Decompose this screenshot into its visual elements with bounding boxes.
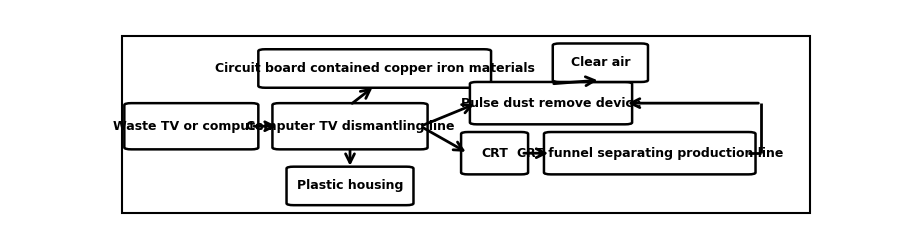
Text: Computer TV dismantling line: Computer TV dismantling line [246,120,454,133]
FancyBboxPatch shape [461,132,528,174]
Text: Pulse dust remove device: Pulse dust remove device [460,97,642,110]
FancyBboxPatch shape [272,103,428,149]
Text: Clear air: Clear air [571,56,630,69]
FancyBboxPatch shape [122,36,810,213]
Text: CRT funnel separating production line: CRT funnel separating production line [517,147,783,160]
Text: Waste TV or computer: Waste TV or computer [113,120,269,133]
FancyBboxPatch shape [125,103,258,149]
FancyBboxPatch shape [552,44,648,82]
FancyBboxPatch shape [258,49,491,88]
FancyBboxPatch shape [544,132,755,174]
FancyBboxPatch shape [470,82,632,124]
Text: Plastic housing: Plastic housing [297,180,403,192]
Text: Circuit board contained copper iron materials: Circuit board contained copper iron mate… [215,62,535,75]
FancyBboxPatch shape [287,167,413,205]
Text: CRT: CRT [481,147,508,160]
